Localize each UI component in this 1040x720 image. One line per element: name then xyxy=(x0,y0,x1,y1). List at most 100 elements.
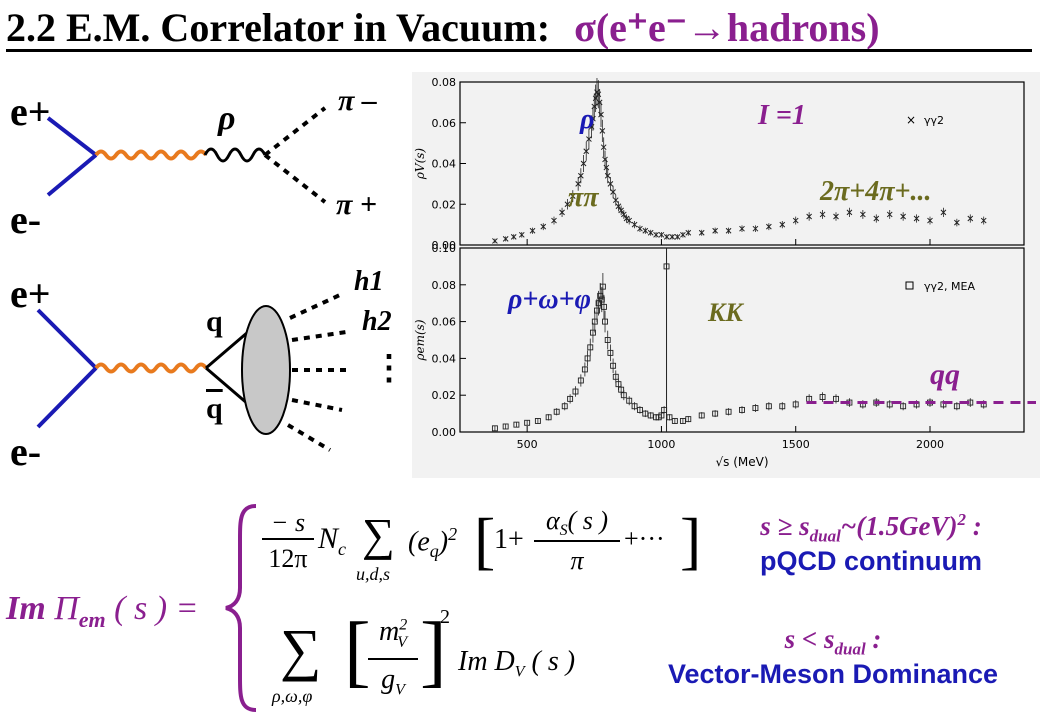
bot-coupling: gV xyxy=(381,664,405,699)
data-point xyxy=(626,397,633,404)
slide-title: 2.2 E.M. Correlator in Vacuum: σ(e⁺e⁻→ha… xyxy=(6,4,880,52)
bot-bracket-left: [ xyxy=(344,607,371,695)
data-point xyxy=(607,349,614,356)
top-charge: (eq)2 xyxy=(408,524,458,561)
data-point xyxy=(599,128,606,134)
data-point xyxy=(626,217,633,224)
label-e-minus: e- xyxy=(10,197,42,242)
ytick-label: 0.10 xyxy=(432,242,457,255)
top-frac-bar xyxy=(262,538,314,540)
ytick-label: 0.04 xyxy=(432,352,457,365)
annotation-multipion: 2π+4π+... xyxy=(820,176,932,207)
data-point xyxy=(680,231,686,238)
annotation-isospin: I =1 xyxy=(758,100,806,131)
data-point xyxy=(518,231,525,238)
data-point xyxy=(631,403,638,410)
data-point xyxy=(567,395,574,402)
top-nc: Nc xyxy=(318,522,347,559)
data-point xyxy=(540,223,547,230)
data-point xyxy=(610,362,617,369)
data-point xyxy=(587,344,594,351)
label-quark: q xyxy=(206,305,223,338)
data-point xyxy=(792,401,799,408)
data-point xyxy=(620,211,627,218)
data-point xyxy=(545,414,552,421)
data-point xyxy=(610,189,616,195)
bot-sum-symbol: ∑ xyxy=(280,617,322,682)
condition-bottom-line1: s < sdual : xyxy=(784,624,882,659)
data-point xyxy=(615,203,622,210)
ytick-label: 0.02 xyxy=(432,389,457,402)
data-point xyxy=(846,209,853,216)
pion-plus-line xyxy=(263,153,327,204)
hadronization-blob xyxy=(241,305,291,435)
data-point xyxy=(586,136,592,142)
data-point xyxy=(766,223,772,230)
label-pi-plus: π + xyxy=(336,188,377,221)
data-point xyxy=(873,215,880,222)
bot-square: 2 xyxy=(440,606,450,628)
legend-marker xyxy=(905,281,914,290)
data-point xyxy=(631,221,638,228)
top-alpha-den: π xyxy=(570,546,584,575)
hadron-line-2 xyxy=(291,330,347,342)
data-point xyxy=(600,144,607,151)
legend-label-1: γγ2, MEA xyxy=(924,280,975,293)
data-point xyxy=(564,201,571,208)
diagram-top xyxy=(46,106,327,204)
data-point xyxy=(580,160,587,167)
data-point xyxy=(685,229,692,236)
data-point xyxy=(663,233,670,240)
label-h1: h1 xyxy=(354,266,384,297)
title-prefix: 2.2 E.M. Correlator in Vacuum: xyxy=(6,5,551,50)
condition-bottom: s < sdual : Vector-Meson Dominance xyxy=(630,624,1036,690)
ytick-label: 0.06 xyxy=(432,117,457,130)
data-point xyxy=(601,303,607,310)
data-point xyxy=(779,221,786,228)
data-point xyxy=(698,412,705,419)
lhs-sub: em xyxy=(78,606,106,632)
label-dots: ⋮ xyxy=(372,350,406,387)
condition-top: s ≥ sdual~(1.5GeV)2 : pQCD continuum xyxy=(706,510,1036,577)
ytick-label: 0.00 xyxy=(432,239,457,252)
data-point xyxy=(954,219,960,226)
diagram-bottom xyxy=(36,292,347,452)
data-point xyxy=(524,419,531,426)
data-point xyxy=(583,148,590,155)
photon-propagator-2 xyxy=(94,362,208,374)
data-point xyxy=(618,386,625,393)
data-point xyxy=(553,408,560,415)
top-frac-num: − s xyxy=(270,508,306,537)
ytick-label: 0.02 xyxy=(432,198,457,211)
data-point xyxy=(980,217,987,224)
label-rho: ρ xyxy=(218,100,236,137)
data-point xyxy=(615,381,622,388)
data-point xyxy=(658,231,665,238)
data-point xyxy=(620,392,627,399)
lhs-im: Im xyxy=(6,590,46,627)
annotation-qqbar: qq xyxy=(930,358,960,391)
data-point xyxy=(712,227,718,234)
data-point xyxy=(674,233,681,240)
ylabel-1: ρem(s) xyxy=(413,319,427,361)
data-point xyxy=(604,172,611,179)
top-bracket-left: [ xyxy=(474,505,496,576)
data-point xyxy=(569,193,576,199)
data-point xyxy=(900,213,906,220)
data-point xyxy=(492,238,498,244)
bot-bracket-right: ] xyxy=(420,607,447,695)
data-point xyxy=(658,412,665,419)
annotation-pipi: ππ xyxy=(568,182,599,213)
data-point xyxy=(671,418,678,424)
data-point xyxy=(491,425,498,432)
data-point xyxy=(595,300,602,307)
data-point xyxy=(653,231,659,238)
data-point xyxy=(572,388,579,395)
data-point xyxy=(618,207,624,214)
label-e-plus-2: e+ xyxy=(10,271,51,316)
title-sigma-expression: σ(e⁺e⁻→hadrons) xyxy=(574,5,880,50)
lhs-arg: ( s ) = xyxy=(114,590,199,627)
data-point xyxy=(685,416,692,423)
data-point xyxy=(900,403,907,410)
plot-frame-0 xyxy=(459,81,1025,246)
